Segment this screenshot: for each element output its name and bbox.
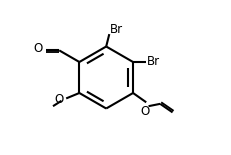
Text: O: O <box>141 105 150 118</box>
Text: Br: Br <box>110 23 123 36</box>
Text: O: O <box>55 93 64 106</box>
Text: O: O <box>33 42 42 55</box>
Text: Br: Br <box>147 55 160 68</box>
